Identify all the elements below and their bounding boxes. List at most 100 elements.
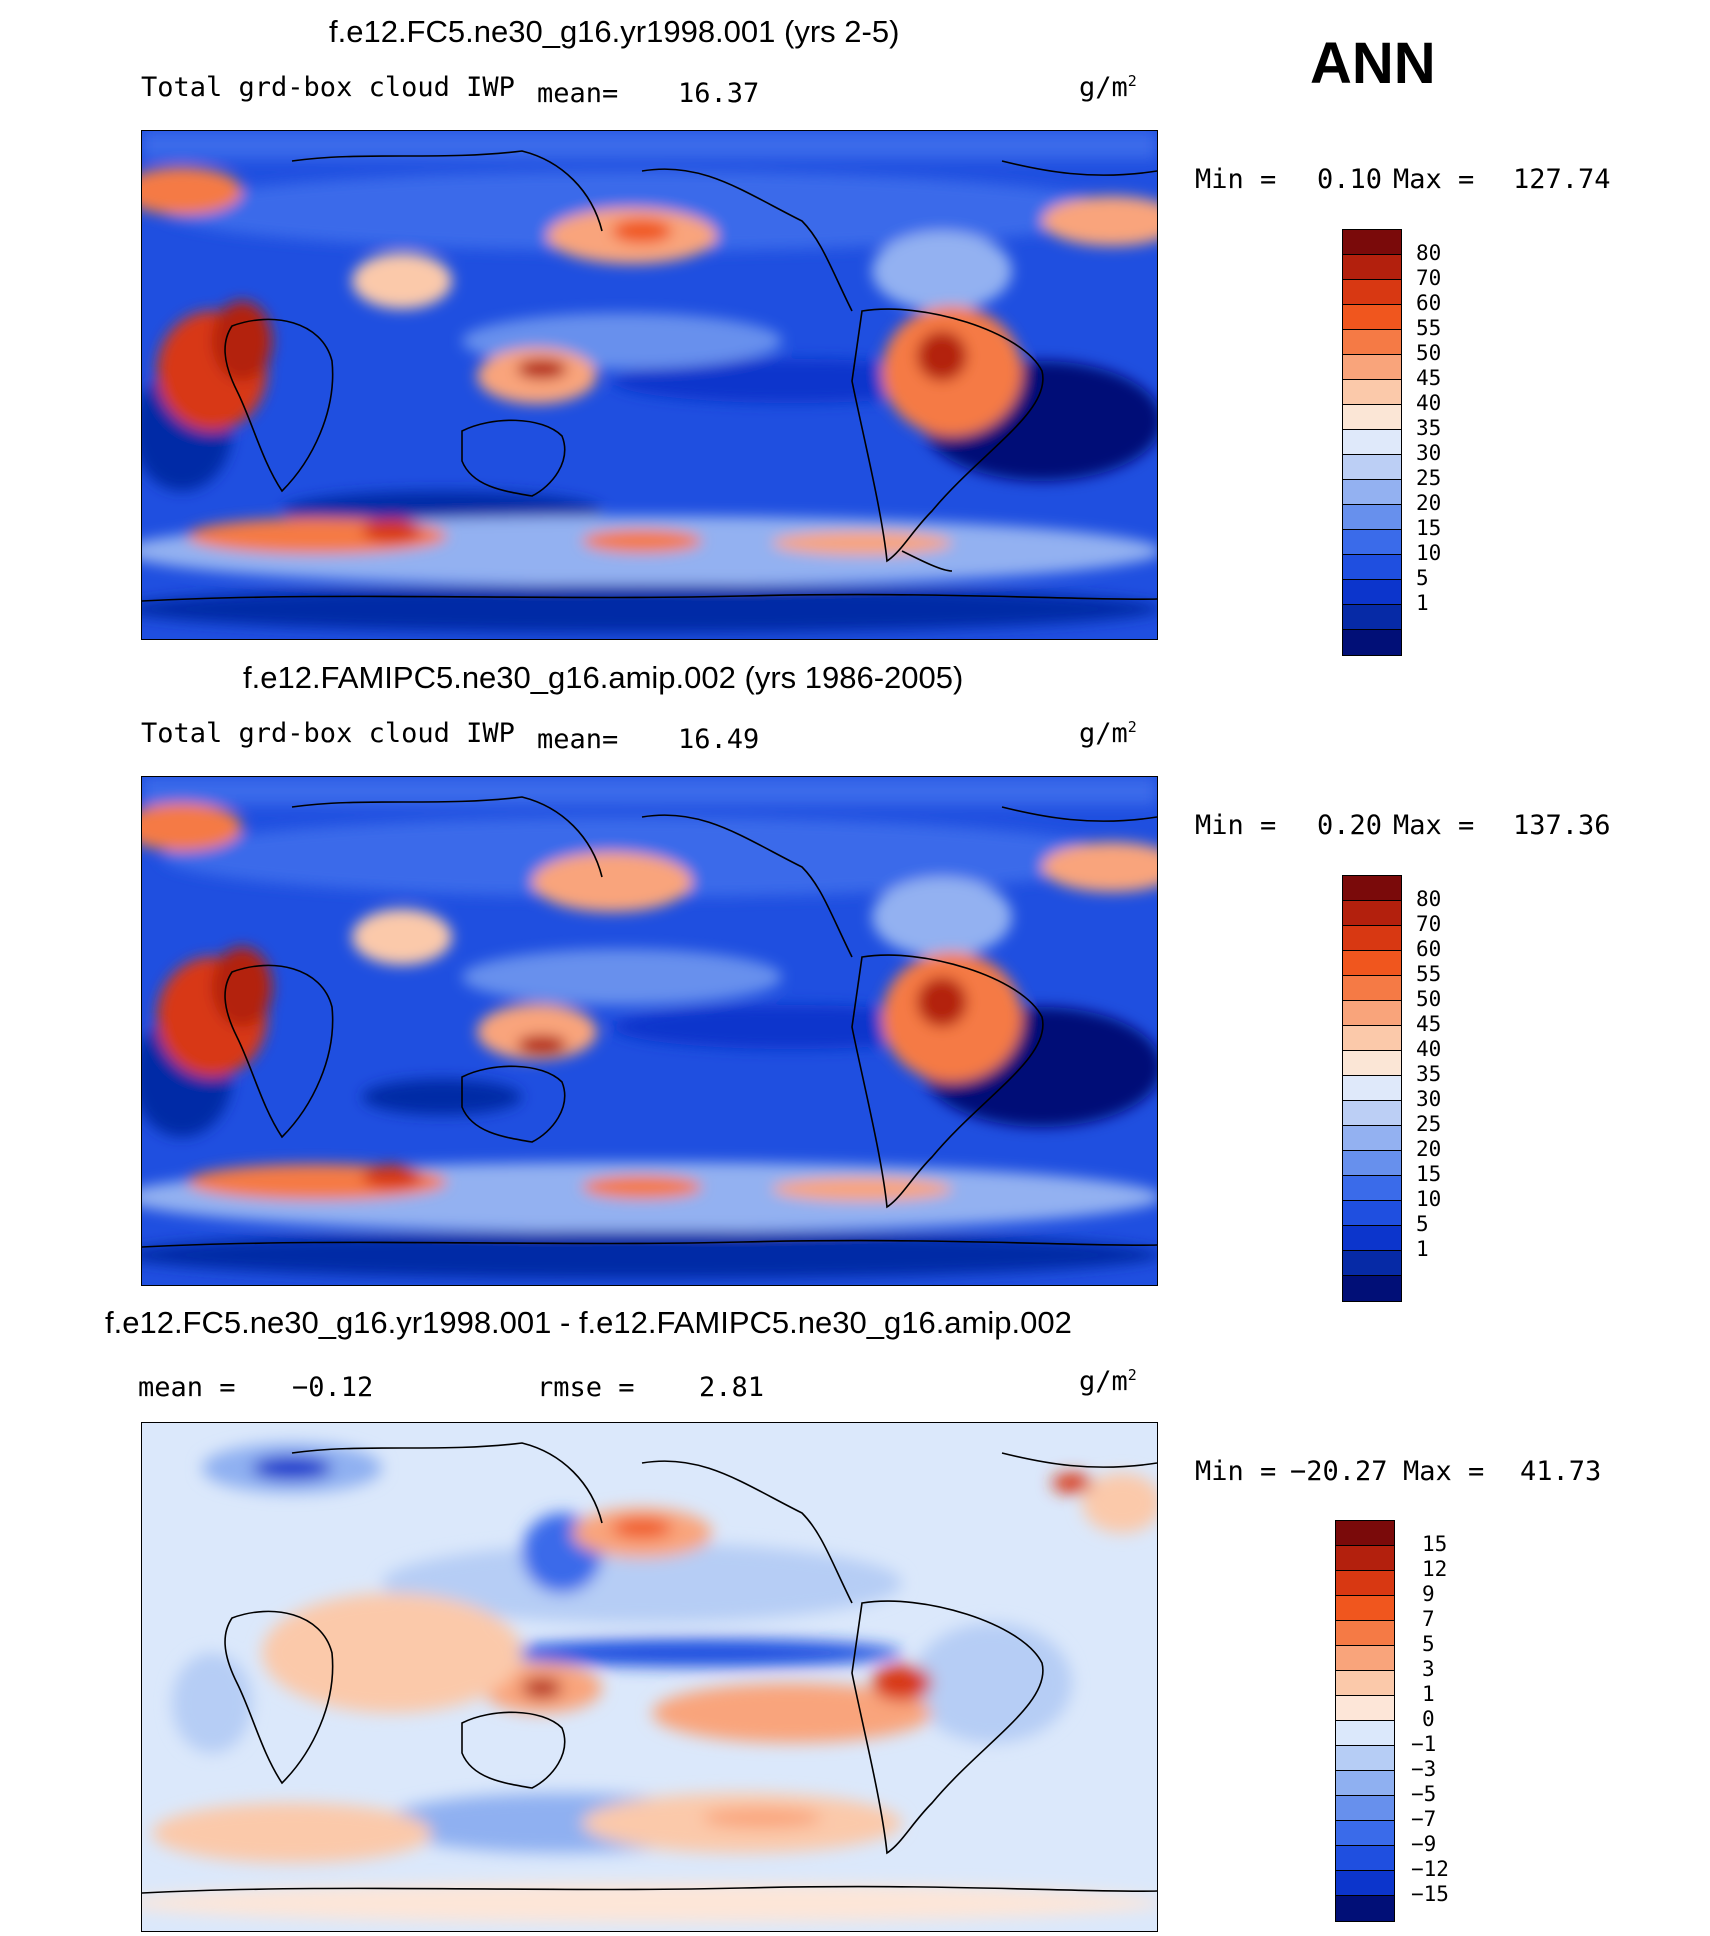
- panel-2-max-label: Max =: [1393, 810, 1475, 841]
- panel-3-colorbar: [1335, 1520, 1395, 1922]
- panel-3-mean-value: −0.12: [292, 1372, 374, 1403]
- colorbar-tick-label: 60: [1416, 291, 1442, 315]
- colorbar-tick-label: 5: [1422, 1632, 1435, 1656]
- panel-3-title: f.e12.FC5.ne30_g16.yr1998.001 - f.e12.FA…: [105, 1305, 1072, 1340]
- panel-2-colorbar-swatch: [1343, 876, 1401, 901]
- colorbar-tick-label: 35: [1416, 416, 1442, 440]
- panel-3-max-label: Max =: [1403, 1456, 1485, 1487]
- panel-3-colorbar-swatch: [1336, 1521, 1394, 1546]
- colorbar-tick-label: 20: [1416, 1137, 1442, 1161]
- colorbar-tick-label: 70: [1416, 912, 1442, 936]
- panel-2-colorbar-swatch: [1343, 1051, 1401, 1076]
- panel-2-colorbar-swatch: [1343, 1126, 1401, 1151]
- panel-1-units: g/m2: [1079, 72, 1137, 103]
- colorbar-tick-label: 80: [1416, 887, 1442, 911]
- colorbar-tick-label: 45: [1416, 1012, 1442, 1036]
- panel-2-colorbar-swatch: [1343, 1076, 1401, 1101]
- panel-3-colorbar-swatch: [1336, 1896, 1394, 1921]
- panel-3-max-value: 41.73: [1520, 1456, 1602, 1487]
- colorbar-tick-label: 40: [1416, 1037, 1442, 1061]
- panel-3-colorbar-swatch: [1336, 1846, 1394, 1871]
- colorbar-tick-label: −12: [1411, 1857, 1449, 1881]
- colorbar-tick-label: 15: [1416, 1162, 1442, 1186]
- panel-3-mean-label: mean =: [138, 1372, 236, 1403]
- panel-1-min-label: Min =: [1195, 164, 1277, 195]
- panel-2-title: f.e12.FAMIPC5.ne30_g16.amip.002 (yrs 198…: [243, 660, 964, 695]
- panel-1-max-value: 127.74: [1513, 164, 1611, 195]
- colorbar-tick-label: 10: [1416, 1187, 1442, 1211]
- panel-1-colorbar-swatch: [1343, 305, 1401, 330]
- panel-1-mean-label: mean=: [537, 78, 619, 109]
- colorbar-tick-label: 70: [1416, 266, 1442, 290]
- panel-1-colorbar-swatch: [1343, 555, 1401, 580]
- panel-2-colorbar-swatch: [1343, 1026, 1401, 1051]
- panel-1-colorbar-swatch: [1343, 355, 1401, 380]
- colorbar-tick-label: 10: [1416, 541, 1442, 565]
- panel-1-title: f.e12.FC5.ne30_g16.yr1998.001 (yrs 2-5): [329, 14, 900, 49]
- panel-1-colorbar-swatch: [1343, 330, 1401, 355]
- panel-2-colorbar-swatch: [1343, 1001, 1401, 1026]
- panel-2-variable: Total grd-box cloud IWP: [141, 718, 515, 749]
- panel-2-colorbar-swatch: [1343, 976, 1401, 1001]
- panel-3-units: g/m2: [1079, 1366, 1137, 1397]
- panel-1-colorbar-swatch: [1343, 430, 1401, 455]
- panel-3-colorbar-swatch: [1336, 1771, 1394, 1796]
- panel-1-colorbar-swatch: [1343, 280, 1401, 305]
- panel-1-colorbar-swatch: [1343, 480, 1401, 505]
- colorbar-tick-label: −3: [1411, 1757, 1437, 1781]
- panel-2-map: [141, 776, 1158, 1286]
- panel-1-colorbar-swatch: [1343, 255, 1401, 280]
- panel-1-colorbar-swatch: [1343, 505, 1401, 530]
- panel-1-mean-value: 16.37: [678, 78, 760, 109]
- panel-2-colorbar-swatch: [1343, 1101, 1401, 1126]
- panel-3-colorbar-swatch: [1336, 1546, 1394, 1571]
- colorbar-tick-label: 25: [1416, 466, 1442, 490]
- colorbar-tick-label: 55: [1416, 316, 1442, 340]
- colorbar-tick-label: 30: [1416, 1087, 1442, 1111]
- panel-3-rmse-value: 2.81: [699, 1372, 765, 1403]
- panel-2-mean-value: 16.49: [678, 724, 760, 755]
- panel-2-max-value: 137.36: [1513, 810, 1611, 841]
- panel-3-colorbar-swatch: [1336, 1721, 1394, 1746]
- colorbar-tick-label: 50: [1416, 341, 1442, 365]
- panel-3-colorbar-swatch: [1336, 1796, 1394, 1821]
- panel-3-colorbar-swatch: [1336, 1671, 1394, 1696]
- panel-2-colorbar-swatch: [1343, 1251, 1401, 1276]
- colorbar-tick-label: 35: [1416, 1062, 1442, 1086]
- colorbar-tick-label: 3: [1422, 1657, 1435, 1681]
- panel-2-colorbar-swatch: [1343, 1201, 1401, 1226]
- colorbar-tick-label: 80: [1416, 241, 1442, 265]
- colorbar-tick-label: 50: [1416, 987, 1442, 1011]
- colorbar-tick-label: 45: [1416, 366, 1442, 390]
- panel-1-colorbar-swatch: [1343, 530, 1401, 555]
- panel-2-min-label: Min =: [1195, 810, 1277, 841]
- colorbar-tick-label: 1: [1416, 591, 1429, 615]
- panel-1-variable: Total grd-box cloud IWP: [141, 72, 515, 103]
- panel-2-mean-label: mean=: [537, 724, 619, 755]
- panel-2-colorbar-swatch: [1343, 1176, 1401, 1201]
- colorbar-tick-label: 40: [1416, 391, 1442, 415]
- panel-1-map: [141, 130, 1158, 640]
- colorbar-tick-label: 55: [1416, 962, 1442, 986]
- panel-3-colorbar-swatch: [1336, 1596, 1394, 1621]
- colorbar-tick-label: 60: [1416, 937, 1442, 961]
- colorbar-tick-label: 12: [1422, 1557, 1448, 1581]
- panel-1-max-label: Max =: [1393, 164, 1475, 195]
- colorbar-tick-label: 1: [1416, 1237, 1429, 1261]
- panel-2-colorbar: [1342, 875, 1402, 1302]
- panel-1-colorbar-swatch: [1343, 455, 1401, 480]
- panel-3-rmse-label: rmse =: [537, 1372, 635, 1403]
- panel-3-colorbar-swatch: [1336, 1746, 1394, 1771]
- season-label: ANN: [1310, 31, 1436, 96]
- colorbar-tick-label: 0: [1422, 1707, 1435, 1731]
- panel-1-colorbar-swatch: [1343, 580, 1401, 605]
- panel-1-min-value: 0.10: [1317, 164, 1383, 195]
- colorbar-tick-label: 5: [1416, 1212, 1429, 1236]
- panel-3-colorbar-swatch: [1336, 1821, 1394, 1846]
- colorbar-tick-label: −9: [1411, 1832, 1437, 1856]
- colorbar-tick-label: 30: [1416, 441, 1442, 465]
- colorbar-tick-label: 5: [1416, 566, 1429, 590]
- colorbar-tick-label: −15: [1411, 1882, 1449, 1906]
- colorbar-tick-label: 15: [1416, 516, 1442, 540]
- panel-3-colorbar-swatch: [1336, 1871, 1394, 1896]
